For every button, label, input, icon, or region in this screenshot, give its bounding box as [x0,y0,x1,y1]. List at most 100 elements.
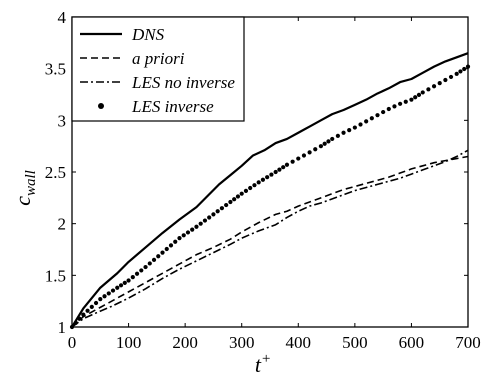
series-les-inverse-point [273,169,278,175]
series-les-inverse-point [219,206,225,211]
series-les-inverse-point [281,165,286,170]
series-les-inverse-point [134,271,140,276]
legend-label: a priori [132,49,185,68]
x-tick-label: 0 [68,333,77,352]
y-tick-label: 3 [58,111,67,130]
y-tick-label: 3.5 [45,60,66,79]
series-les-inverse-point [106,291,111,296]
series-les-inverse-point [426,87,431,92]
series-les-inverse-point [301,153,307,158]
series-les-inverse-point [269,172,274,177]
series-les-inverse-point [151,257,157,262]
series-les-inverse-point [260,177,266,182]
series-les-inverse-point [73,320,78,325]
series-les-no-inverse [71,149,469,328]
series-les-inverse-point [69,324,75,330]
series-les-inverse-point [462,66,467,72]
series-les-inverse-point [98,297,103,302]
legend-label: DNS [131,25,165,44]
series-les-inverse-point [81,312,86,317]
series-les-inverse-point [341,130,346,135]
series-les-inverse-point [277,167,282,172]
y-tick-label: 2 [58,215,67,234]
series-les-inverse-point [156,254,161,259]
series-les-inverse-point [118,283,124,288]
series-les-inverse-point [77,316,82,321]
series-a-priori [71,155,469,328]
series-les-inverse-point [358,122,363,127]
x-tick-label: 600 [399,333,425,352]
legend-label: LES inverse [131,97,214,116]
series-les-inverse-point [454,71,459,76]
legend-entry-les-inverse: LES inverse [98,97,214,116]
y-tick-label: 4 [58,8,67,27]
series-les-inverse-point [465,64,471,69]
series-les-inverse-point [126,278,131,283]
y-tick-label: 2.5 [45,163,66,182]
series-les-inverse-point [420,90,425,95]
series-les-inverse-point [326,139,331,144]
series-les-inverse-point [437,81,442,86]
series-les-inverse-point [398,101,403,106]
series-dns [71,52,469,328]
legend-entry-dns: DNS [80,25,165,44]
series-les-inverse-point [403,99,408,104]
series-les-inverse-point [409,97,414,102]
series-les-inverse-point [115,285,120,290]
legend-marker [98,103,104,109]
series-les-inverse-point [181,233,186,238]
series-les-inverse-point [160,250,165,255]
series-les-inverse-point [235,194,241,199]
series-les-inverse-point [202,218,208,223]
series-les-inverse-point [284,162,290,167]
legend-entry-a-priori: a priori [80,49,185,68]
y-axis-label: cwall [10,170,39,206]
series-les-inverse-point [89,304,94,309]
axis-ticks: 0 100 200 300 400 500 600 700 1 1.5 2 2.5 3 3.5 4 [45,8,481,352]
series-les-inverse-point [232,197,237,202]
series-les-inverse-point [147,261,152,266]
x-tick-label: 500 [342,333,368,352]
series-les-inverse-point [265,175,270,180]
series-les-inverse-point [369,116,374,121]
x-tick-label: 400 [286,333,312,352]
series-les-inverse-point [207,215,212,220]
series-les-inverse-point [224,202,229,208]
legend: DNS a priori LES no inverse LES inverse [71,16,245,122]
series-les-inverse-point [443,77,448,83]
series-les-inverse-point [198,221,203,226]
legend-entry-les-no-inverse: LES no inverse [80,73,235,92]
series-les-inverse-point [330,136,335,142]
series-les-inverse-point [228,199,233,205]
series-les-inverse-point [413,95,418,100]
x-tick-label: 100 [116,333,142,352]
series-les-inverse-point [335,133,340,138]
series-les-inverse-point [102,294,107,299]
series-les-inverse-point [85,308,90,313]
series-les-inverse-point [448,74,454,80]
series-les-inverse-point [122,280,127,286]
series-les-inverse-point [190,227,195,232]
series-les-inverse-point [347,128,352,133]
series-les-inverse-point [185,230,191,235]
series-les-inverse-point [290,159,295,164]
series-les-inverse-point [215,209,220,214]
series-les-inverse [69,64,471,330]
x-axis-label: t+ [255,351,271,377]
series-les-inverse-point [143,264,148,270]
series-les-inverse-point [256,180,261,185]
series-les-inverse-point [239,191,244,196]
series-les-inverse-point [364,119,369,124]
series-les-inverse-point [139,268,144,273]
legend-label: LES no inverse [131,73,235,92]
series-les-inverse-point [307,150,312,155]
series-les-inverse-point [313,147,318,152]
series-les-inverse-point [110,288,116,293]
series-les-inverse-point [173,239,178,244]
series-les-inverse-point [177,236,182,241]
series-les-inverse-point [164,246,169,252]
series-layer [69,52,471,330]
x-tick-label: 300 [229,333,255,352]
series-les-inverse-point [130,275,135,280]
